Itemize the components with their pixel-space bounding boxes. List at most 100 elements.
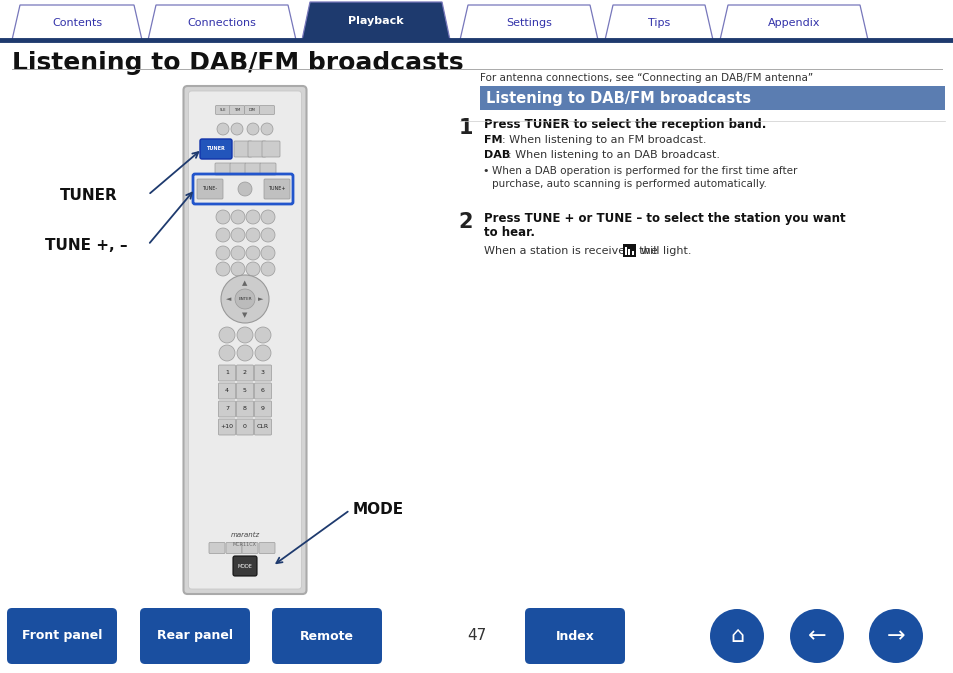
Circle shape (261, 246, 274, 260)
Text: 4: 4 (225, 388, 229, 394)
Text: Playback: Playback (348, 16, 403, 26)
Circle shape (246, 246, 260, 260)
Circle shape (215, 262, 230, 276)
Circle shape (219, 345, 234, 361)
Circle shape (236, 345, 253, 361)
FancyBboxPatch shape (624, 247, 626, 255)
Circle shape (254, 345, 271, 361)
Text: Press TUNE + or TUNE – to select the station you want: Press TUNE + or TUNE – to select the sta… (483, 212, 844, 225)
Circle shape (231, 210, 245, 224)
Circle shape (254, 327, 271, 343)
Circle shape (234, 289, 254, 309)
Text: SLE: SLE (219, 108, 226, 112)
Text: •: • (481, 166, 488, 176)
Text: ►: ► (258, 296, 263, 302)
FancyBboxPatch shape (524, 608, 624, 664)
Text: TUNER: TUNER (207, 147, 225, 151)
FancyBboxPatch shape (259, 106, 274, 114)
FancyBboxPatch shape (233, 141, 252, 157)
Circle shape (215, 228, 230, 242)
Text: DAB: DAB (483, 150, 510, 160)
Circle shape (709, 609, 763, 663)
Text: Connections: Connections (188, 17, 256, 28)
Text: 1: 1 (225, 371, 229, 376)
FancyBboxPatch shape (233, 556, 256, 576)
Text: : When listening to an FM broadcast.: : When listening to an FM broadcast. (501, 135, 706, 145)
Text: 5: 5 (243, 388, 247, 394)
Text: 6: 6 (261, 388, 265, 394)
Circle shape (261, 210, 274, 224)
Polygon shape (604, 5, 712, 40)
Text: TUNER: TUNER (60, 188, 117, 203)
Text: purchase, auto scanning is performed automatically.: purchase, auto scanning is performed aut… (492, 179, 766, 189)
Text: Contents: Contents (51, 17, 102, 28)
Circle shape (247, 123, 258, 135)
Circle shape (237, 182, 252, 196)
Text: Tips: Tips (647, 17, 669, 28)
FancyBboxPatch shape (248, 141, 266, 157)
FancyBboxPatch shape (189, 91, 301, 589)
FancyBboxPatch shape (242, 542, 257, 553)
Text: DIM: DIM (249, 108, 255, 112)
Text: MCR11CX: MCR11CX (233, 542, 256, 546)
Circle shape (246, 228, 260, 242)
Text: ▼: ▼ (242, 312, 248, 318)
Polygon shape (459, 5, 598, 40)
Text: 7: 7 (225, 406, 229, 411)
Text: Settings: Settings (505, 17, 552, 28)
Circle shape (215, 246, 230, 260)
Text: TUNE-: TUNE- (202, 186, 217, 192)
Text: ◄: ◄ (226, 296, 232, 302)
FancyBboxPatch shape (262, 141, 280, 157)
FancyBboxPatch shape (236, 419, 253, 435)
FancyBboxPatch shape (258, 542, 274, 553)
Text: Remote: Remote (299, 629, 354, 643)
FancyBboxPatch shape (628, 249, 630, 255)
FancyBboxPatch shape (196, 179, 223, 199)
Circle shape (231, 228, 245, 242)
FancyBboxPatch shape (218, 419, 235, 435)
Text: Listening to DAB/FM broadcasts: Listening to DAB/FM broadcasts (12, 51, 463, 75)
FancyBboxPatch shape (622, 244, 636, 257)
Text: Front panel: Front panel (22, 629, 102, 643)
Text: 9: 9 (261, 406, 265, 411)
Circle shape (231, 262, 245, 276)
Text: MODE: MODE (353, 503, 404, 518)
Text: ENTER: ENTER (238, 297, 252, 301)
Text: Press TUNER to select the reception band.: Press TUNER to select the reception band… (483, 118, 765, 131)
FancyBboxPatch shape (479, 86, 944, 110)
FancyBboxPatch shape (226, 542, 242, 553)
FancyBboxPatch shape (215, 106, 231, 114)
Polygon shape (720, 5, 867, 40)
Text: MODE: MODE (237, 563, 253, 569)
FancyBboxPatch shape (272, 608, 381, 664)
Text: (⇒page 23).: (⇒page 23). (479, 86, 542, 96)
FancyBboxPatch shape (244, 106, 259, 114)
Circle shape (231, 123, 243, 135)
Circle shape (261, 262, 274, 276)
Text: 2: 2 (458, 212, 473, 232)
FancyBboxPatch shape (209, 542, 225, 553)
Circle shape (868, 609, 923, 663)
Text: For antenna connections, see “Connecting an DAB/FM antenna”: For antenna connections, see “Connecting… (479, 73, 812, 83)
Text: ⌂: ⌂ (729, 626, 743, 646)
Circle shape (246, 262, 260, 276)
Text: →: → (885, 626, 904, 646)
Circle shape (261, 228, 274, 242)
FancyBboxPatch shape (230, 106, 244, 114)
Circle shape (219, 327, 234, 343)
Circle shape (216, 123, 229, 135)
Text: Appendix: Appendix (767, 17, 820, 28)
Text: When a station is received, the: When a station is received, the (483, 246, 657, 256)
Circle shape (246, 210, 260, 224)
Text: +10: +10 (220, 425, 233, 429)
FancyBboxPatch shape (254, 401, 272, 417)
FancyBboxPatch shape (254, 419, 272, 435)
FancyBboxPatch shape (7, 608, 117, 664)
Text: 3: 3 (261, 371, 265, 376)
Text: When a DAB operation is performed for the first time after: When a DAB operation is performed for th… (492, 166, 797, 176)
Text: : When listening to an DAB broadcast.: : When listening to an DAB broadcast. (507, 150, 720, 160)
Text: TUNE +, –: TUNE +, – (45, 238, 128, 252)
FancyBboxPatch shape (236, 365, 253, 381)
Text: 0: 0 (243, 425, 247, 429)
